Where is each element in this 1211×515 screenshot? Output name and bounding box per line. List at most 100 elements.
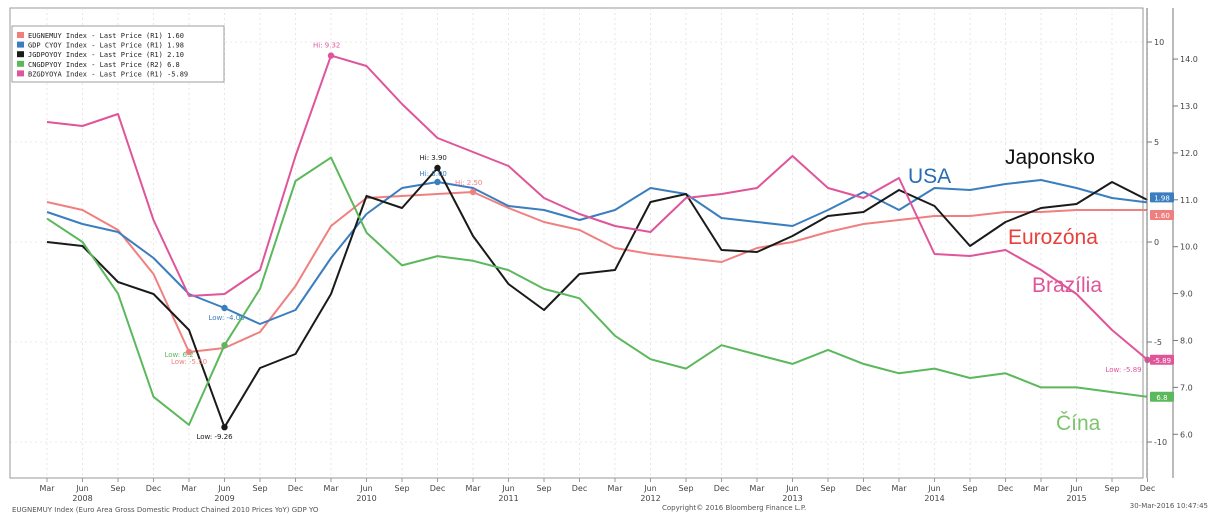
annotation-marker: [185, 348, 193, 356]
x-axis-tick-label: Mar: [465, 484, 481, 493]
right-axis-r1-tick-label: -5: [1154, 338, 1162, 347]
legend: EUGNEMUY Index - Last Price (R1) 1.60 GDP…: [11, 25, 225, 83]
annotation-marker: [434, 178, 441, 186]
country-labels: Japonsko USA Eurozóna Brazília Čína: [908, 146, 1102, 435]
country-label: Čína: [1056, 412, 1101, 435]
footer: EUGNEMUY Index (Euro Area Gross Domestic…: [12, 502, 1208, 514]
country-label: USA: [908, 165, 951, 188]
annotation-marker: [469, 188, 477, 196]
series-line-2: [46, 167, 1148, 429]
right-axis-r1-tick-label: 10: [1154, 38, 1164, 47]
x-axis-tick-label: Dec: [856, 484, 871, 493]
x-axis-year-label: 2008: [72, 494, 92, 503]
x-axis-tick-label: Sep: [962, 484, 977, 493]
x-axis-tick-label: Jun: [501, 484, 515, 493]
right-axis-r2-tick-label: 6.0: [1180, 430, 1193, 439]
right-axis-r2-tick-label: 12.0: [1180, 149, 1198, 158]
x-axis-tick-label: Sep: [110, 484, 125, 493]
right-axis-r1-tick-label: -10: [1154, 438, 1167, 447]
x-axis-tick-label: Mar: [607, 484, 623, 493]
annotation-marker: [221, 304, 228, 312]
x-axis-tick-label: Sep: [1104, 484, 1119, 493]
end-value-badge-label: 1.60: [1154, 212, 1170, 220]
series-line-0: [46, 191, 1148, 353]
annotation-marker: [221, 424, 228, 431]
x-axis-tick-label: Dec: [572, 484, 587, 493]
legend-entry: JGDPOYOY Index - Last Price (R1) 2.10: [28, 51, 184, 59]
annotation-marker: [221, 341, 228, 349]
x-axis-year-label: 2011: [498, 494, 518, 503]
footer-left: EUGNEMUY Index (Euro Area Gross Domestic…: [12, 506, 319, 514]
legend-entry: CNGDPYOY Index - Last Price (R2) 6.8: [28, 61, 180, 69]
x-axis-tick-label: Jun: [359, 484, 373, 493]
x-axis-year-label: 2012: [640, 494, 660, 503]
annotation-label: Hi: 3.90: [420, 154, 447, 162]
legend-swatch: [17, 32, 24, 38]
annotation-marker: [434, 164, 441, 172]
right-axis-r2-tick-label: 7.0: [1180, 383, 1193, 392]
x-axis-tick-label: Dec: [1140, 484, 1155, 493]
series-line-3: [46, 156, 1148, 426]
x-axis-tick-label: Sep: [536, 484, 551, 493]
right-axis-r2-tick-label: 14.0: [1180, 55, 1198, 64]
x-axis-tick-label: Jun: [1069, 484, 1083, 493]
end-value-badge: [1150, 192, 1174, 203]
x-axis-tick-label: Dec: [430, 484, 445, 493]
x-axis-tick-label: Mar: [749, 484, 765, 493]
footer-center: Copyright© 2016 Bloomberg Finance L.P.: [662, 504, 806, 512]
legend-entry: GDP CYOY Index - Last Price (R1) 1.98: [28, 42, 184, 50]
annotation-label: Low: 6.2: [165, 351, 194, 359]
annotation-label: Low: -9.26: [197, 433, 234, 441]
x-axis-tick-label: Sep: [820, 484, 835, 493]
x-axis-tick-label: Jun: [643, 484, 657, 493]
x-axis-tick-label: Jun: [785, 484, 799, 493]
country-label: Eurozóna: [1008, 226, 1098, 249]
x-axis-tick-label: Mar: [181, 484, 197, 493]
legend-box: [11, 25, 225, 83]
end-value-badge-label: -5.89: [1153, 357, 1171, 365]
annotation-label: Low: -5.50: [171, 358, 207, 366]
country-label: Brazília: [1032, 274, 1102, 297]
x-axis-tick-label: Sep: [678, 484, 693, 493]
x-axis-year-label: 2013: [782, 494, 802, 503]
end-value-badge: [1150, 354, 1174, 365]
x-axis-tick-label: Dec: [288, 484, 303, 493]
footer-right: 30-Mar-2016 10:47:45: [1130, 502, 1208, 510]
axes: 10 5 0 -5 -10 14.0 13.0 12.0 11.0 10.0 9.0 8.0 7.0 6.…: [9, 8, 1198, 503]
end-value-badge-label: 1.98: [1154, 194, 1170, 202]
series-line-1: [46, 179, 1148, 325]
annotation-label: Hi: 3.00: [420, 170, 447, 178]
end-value-badge: [1150, 210, 1174, 220]
x-axis-tick-label: Jun: [217, 484, 231, 493]
x-axis-tick-label: Mar: [323, 484, 339, 493]
x-axis-tick-label: Sep: [252, 484, 267, 493]
x-axis-tick-label: Dec: [146, 484, 161, 493]
legend-entry: EUGNEMUY Index - Last Price (R1) 1.60: [28, 32, 184, 40]
country-label: Japonsko: [1005, 146, 1095, 169]
x-axis-tick-label: Dec: [714, 484, 729, 493]
right-axis-r2-tick-label: 11.0: [1180, 196, 1198, 205]
right-axis-r1-tick-label: 0: [1154, 238, 1159, 247]
annotation-label: Low: -5.89: [1106, 366, 1142, 374]
x-axis-tick-label: Jun: [927, 484, 941, 493]
annotation-marker: [327, 52, 335, 59]
right-axis-r1-tick-label: 5: [1154, 138, 1159, 147]
right-axis-r2-tick-label: 8.0: [1180, 336, 1193, 345]
x-axis-tick-label: Mar: [891, 484, 907, 493]
annotation-label: Low: -4.06: [209, 314, 246, 322]
right-axis-r2-tick-label: 10.0: [1180, 243, 1198, 252]
legend-swatch: [17, 60, 24, 67]
x-axis-tick-label: Jun: [75, 484, 89, 493]
series-line-4: [46, 54, 1149, 361]
end-value-badge-label: 6.8: [1156, 394, 1167, 402]
end-value-badge: [1150, 391, 1174, 402]
x-axis-tick-label: Mar: [1033, 484, 1049, 493]
series-lines: [46, 54, 1149, 429]
x-axis-tick-label: Dec: [998, 484, 1013, 493]
right-axis-r2-tick-label: 9.0: [1180, 290, 1193, 299]
x-axis-tick-label: Sep: [394, 484, 409, 493]
legend-swatch: [17, 70, 24, 77]
x-axis-year-label: 2014: [924, 494, 944, 503]
